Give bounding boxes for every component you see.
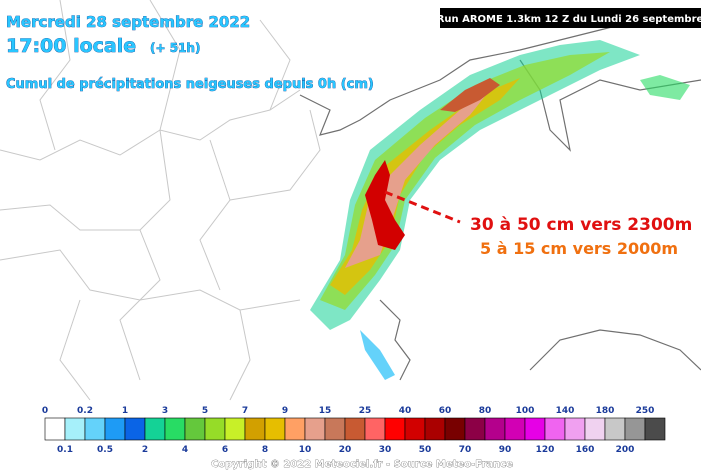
legend-swatch [484, 417, 506, 441]
legend-swatch [404, 417, 426, 441]
legend-label: 9 [282, 406, 288, 416]
legend-label: 90 [499, 445, 512, 455]
legend-swatch [284, 417, 306, 441]
annotation-pointer [384, 190, 461, 224]
legend-label: 8 [262, 445, 268, 455]
legend-swatch [464, 417, 486, 441]
legend-swatch [644, 417, 666, 441]
legend-swatch [324, 417, 346, 441]
legend-swatch [564, 417, 586, 441]
legend-label: 70 [459, 445, 472, 455]
legend-label: 0.1 [57, 445, 73, 455]
legend-swatch [104, 417, 126, 441]
legend-label: 40 [399, 406, 412, 416]
legend-swatch [244, 417, 266, 441]
legend-swatch [224, 417, 246, 441]
legend-label: 0 [42, 406, 48, 416]
legend: 0 0.2 1 3 5 7 9 15 25 40 60 80 100 140 180 250 0.1 0.5 2 4 6… [42, 406, 666, 455]
subtitle: Cumul de précipitations neigeuses depuis… [6, 77, 374, 92]
legend-swatch [344, 417, 366, 441]
legend-label: 50 [419, 445, 432, 455]
legend-label: 160 [576, 445, 595, 455]
legend-label: 120 [536, 445, 555, 455]
legend-label: 15 [319, 406, 332, 416]
snow-field [310, 40, 690, 380]
legend-swatch [44, 417, 66, 441]
time: 17:00 locale [6, 35, 136, 57]
legend-label: 3 [162, 406, 168, 416]
legend-label: 140 [556, 406, 575, 416]
legend-swatch [604, 417, 626, 441]
legend-label: 250 [636, 406, 655, 416]
legend-label: 0.5 [97, 445, 113, 455]
legend-swatch [364, 417, 386, 441]
legend-label: 100 [516, 406, 535, 416]
legend-label: 180 [596, 406, 615, 416]
legend-label: 10 [299, 445, 312, 455]
legend-label: 1 [122, 406, 128, 416]
legend-label: 20 [339, 445, 352, 455]
legend-swatch [164, 417, 186, 441]
legend-label: 0.2 [77, 406, 93, 416]
legend-label: 30 [379, 445, 392, 455]
offset: (+ 51h) [150, 41, 200, 55]
legend-swatch [264, 417, 286, 441]
legend-swatch [524, 417, 546, 441]
legend-swatch [184, 417, 206, 441]
legend-label: 80 [479, 406, 492, 416]
legend-swatch [504, 417, 526, 441]
legend-swatch [84, 417, 106, 441]
legend-swatch [424, 417, 446, 441]
legend-swatch [304, 417, 326, 441]
legend-swatch [624, 417, 646, 441]
legend-label: 7 [242, 406, 248, 416]
footer: Copyright © 2022 Meteociel.fr - Source M… [211, 459, 513, 470]
legend-swatch [144, 417, 166, 441]
legend-swatch [584, 417, 606, 441]
annotation: 5 à 15 cm vers 2000m [480, 239, 678, 258]
legend-swatch [124, 417, 146, 441]
legend-swatch [204, 417, 226, 441]
date: Mercredi 28 septembre 2022 [6, 13, 250, 31]
run-box [440, 8, 701, 28]
run-label: Run AROME 1.3km 12 Z du Lundi 26 septemb… [437, 14, 701, 25]
legend-label: 4 [182, 445, 188, 455]
legend-label: 200 [616, 445, 635, 455]
legend-label: 60 [439, 406, 452, 416]
legend-label: 5 [202, 406, 208, 416]
legend-label: 2 [142, 445, 148, 455]
region-borders [0, 0, 321, 401]
legend-swatch [64, 417, 86, 441]
legend-swatch [444, 417, 466, 441]
legend-label: 25 [359, 406, 372, 416]
legend-swatch [544, 417, 566, 441]
annotation: 30 à 50 cm vers 2300m [470, 215, 692, 235]
legend-swatch [384, 417, 406, 441]
legend-label: 6 [222, 445, 228, 455]
